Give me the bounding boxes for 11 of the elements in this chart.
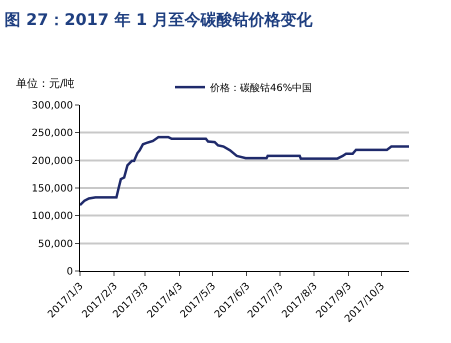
line-series <box>80 136 409 206</box>
y-tick-label: 300,000 <box>32 100 73 112</box>
y-tick-label: 150,000 <box>32 184 73 194</box>
y-tick-label: 100,000 <box>32 211 73 222</box>
y-tick-label: 50,000 <box>38 238 73 250</box>
legend-label: 价格：碳酸钴46%中国 <box>209 82 312 94</box>
y-tick-label: 250,000 <box>32 128 73 140</box>
chart-title: 图 27：2017 年 1 月至今碳酸钴价格变化 <box>4 10 314 29</box>
y-tick-label: 0 <box>66 266 73 278</box>
y-axis-title: 单位：元/吨 <box>16 77 75 90</box>
y-tick-label: 200,000 <box>32 156 73 167</box>
